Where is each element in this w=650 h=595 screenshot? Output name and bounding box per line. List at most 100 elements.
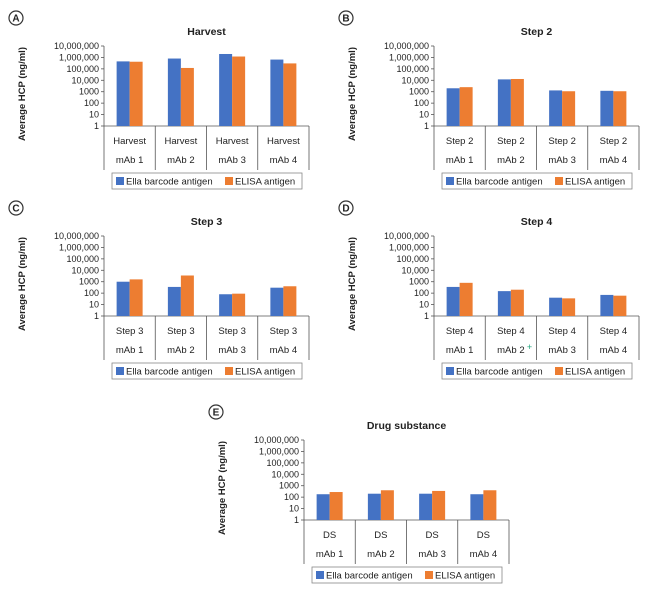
chart-svg-a: A Harvest Average HCP (ng/ml) 10,000,0001,0… <box>8 10 310 190</box>
bar-elisa-1 <box>459 282 473 316</box>
y-tick-label: 100 <box>84 98 99 108</box>
bar-ella-4 <box>270 287 284 316</box>
category-label: DS <box>477 530 490 541</box>
category-label: Step 3 <box>116 326 143 337</box>
y-tick-label: 10 <box>419 110 429 120</box>
bar-elisa-1 <box>459 87 473 126</box>
chart-svg-c: C Step 3 Average HCP (ng/ml) 10,000,0001,00… <box>8 200 310 380</box>
bar-elisa-1 <box>129 61 143 126</box>
category-label: DS <box>374 530 387 541</box>
group-footnote-marker: + <box>527 342 532 352</box>
y-tick-label: 100,000 <box>66 64 99 74</box>
legend-box <box>111 172 303 190</box>
group-label: mAb 3 <box>418 549 445 560</box>
bar-ella-1 <box>116 61 130 126</box>
group-label: mAb 3 <box>548 345 575 356</box>
category-label: Step 2 <box>548 136 575 147</box>
group-label: mAb 4 <box>600 345 627 356</box>
y-tick-label: 100,000 <box>396 64 429 74</box>
bar-elisa-2 <box>510 78 524 126</box>
y-tick-label: 10,000,000 <box>254 435 299 445</box>
group-label: mAb 2 <box>497 155 524 166</box>
panel-letter: A <box>12 14 19 25</box>
bar-ella-4 <box>600 90 614 126</box>
bar-ella-4 <box>470 494 484 520</box>
legend-label-ella: Ella barcode antigen <box>126 367 213 378</box>
chart-panel-d: D Step 4 Average HCP (ng/ml) 10,000,000 1,00… <box>334 196 644 386</box>
bar-ella-2 <box>367 493 381 520</box>
y-tick-label: 100 <box>414 288 429 298</box>
bar-elisa-3 <box>562 298 576 316</box>
y-tick-label: 1000 <box>79 277 99 287</box>
y-axis-label: Average HCP (ng/ml) <box>17 47 28 141</box>
chart-panel-c: C Step 3 Average HCP (ng/ml) 10,000,000 1,00… <box>4 196 314 386</box>
category-label: DS <box>323 530 336 541</box>
y-axis-label: Average HCP (ng/ml) <box>347 237 358 331</box>
chart-title: Step 2 <box>521 26 553 38</box>
y-tick-label: 100,000 <box>266 458 299 468</box>
group-label: mAb 1 <box>446 345 473 356</box>
bar-ella-1 <box>446 286 460 316</box>
y-axis-label: Average HCP (ng/ml) <box>347 47 358 141</box>
legend-swatch-ella <box>116 177 124 185</box>
bar-elisa-3 <box>232 56 246 126</box>
bar-ella-2 <box>167 286 181 316</box>
bar-elisa-4 <box>613 91 627 126</box>
chart-title: Drug substance <box>367 420 447 432</box>
legend-box <box>311 566 503 584</box>
bar-elisa-2 <box>180 275 194 316</box>
category-label: Step 4 <box>548 326 575 337</box>
chart-svg-b: B Step 2 Average HCP (ng/ml) 10,000,0001,00… <box>338 10 640 190</box>
y-tick-label: 100 <box>414 98 429 108</box>
y-tick-label: 100 <box>284 492 299 502</box>
bar-elisa-2 <box>510 289 524 316</box>
y-tick-label: 1,000,000 <box>389 52 429 62</box>
category-label: Harvest <box>113 136 146 147</box>
y-axis-label: Average HCP (ng/ml) <box>17 237 28 331</box>
y-tick-label: 10,000,000 <box>54 231 99 241</box>
group-label: mAb 1 <box>116 345 143 356</box>
group-label: mAb 3 <box>218 345 245 356</box>
category-label: Harvest <box>267 136 300 147</box>
y-tick-label: 1000 <box>409 277 429 287</box>
bar-ella-4 <box>270 59 284 126</box>
legend-swatch-ella <box>116 367 124 375</box>
y-tick-label: 1,000,000 <box>59 52 99 62</box>
category-label: Step 2 <box>497 136 524 147</box>
legend-box <box>441 362 633 380</box>
bar-elisa-3 <box>562 91 576 126</box>
y-tick-label: 1000 <box>409 87 429 97</box>
panel-letter: C <box>12 204 19 215</box>
y-tick-label: 100 <box>84 288 99 298</box>
category-label: Harvest <box>165 136 198 147</box>
y-tick-label: 1000 <box>79 87 99 97</box>
bar-ella-3 <box>419 493 433 520</box>
group-label: mAb 1 <box>116 155 143 166</box>
category-label: Step 4 <box>600 326 627 337</box>
legend-box <box>111 362 303 380</box>
group-label: mAb 3 <box>218 155 245 166</box>
bar-ella-2 <box>497 79 511 126</box>
legend-label-elisa: ELISA antigen <box>565 177 625 188</box>
y-tick-label: 1,000,000 <box>59 242 99 252</box>
bar-elisa-2 <box>380 490 394 520</box>
legend-swatch-elisa <box>225 367 233 375</box>
chart-title: Step 3 <box>191 216 223 228</box>
chart-svg-d: D Step 4 Average HCP (ng/ml) 10,000,0001,00… <box>338 200 640 380</box>
y-tick-label: 1 <box>94 121 99 131</box>
bar-elisa-3 <box>232 293 246 316</box>
bar-ella-3 <box>219 294 233 316</box>
legend-label-elisa: ELISA antigen <box>235 367 295 378</box>
bar-elisa-2 <box>180 67 194 126</box>
y-tick-label: 1,000,000 <box>389 242 429 252</box>
legend-swatch-elisa <box>555 177 563 185</box>
legend-swatch-ella <box>446 367 454 375</box>
y-tick-label: 1,000,000 <box>259 446 299 456</box>
legend-swatch-ella <box>316 571 324 579</box>
bar-elisa-1 <box>329 492 343 520</box>
legend-swatch-ella <box>446 177 454 185</box>
panel-letter: E <box>213 408 220 419</box>
legend-label-ella: Ella barcode antigen <box>456 177 543 188</box>
y-tick-label: 10 <box>89 300 99 310</box>
legend-label-elisa: ELISA antigen <box>435 571 495 582</box>
